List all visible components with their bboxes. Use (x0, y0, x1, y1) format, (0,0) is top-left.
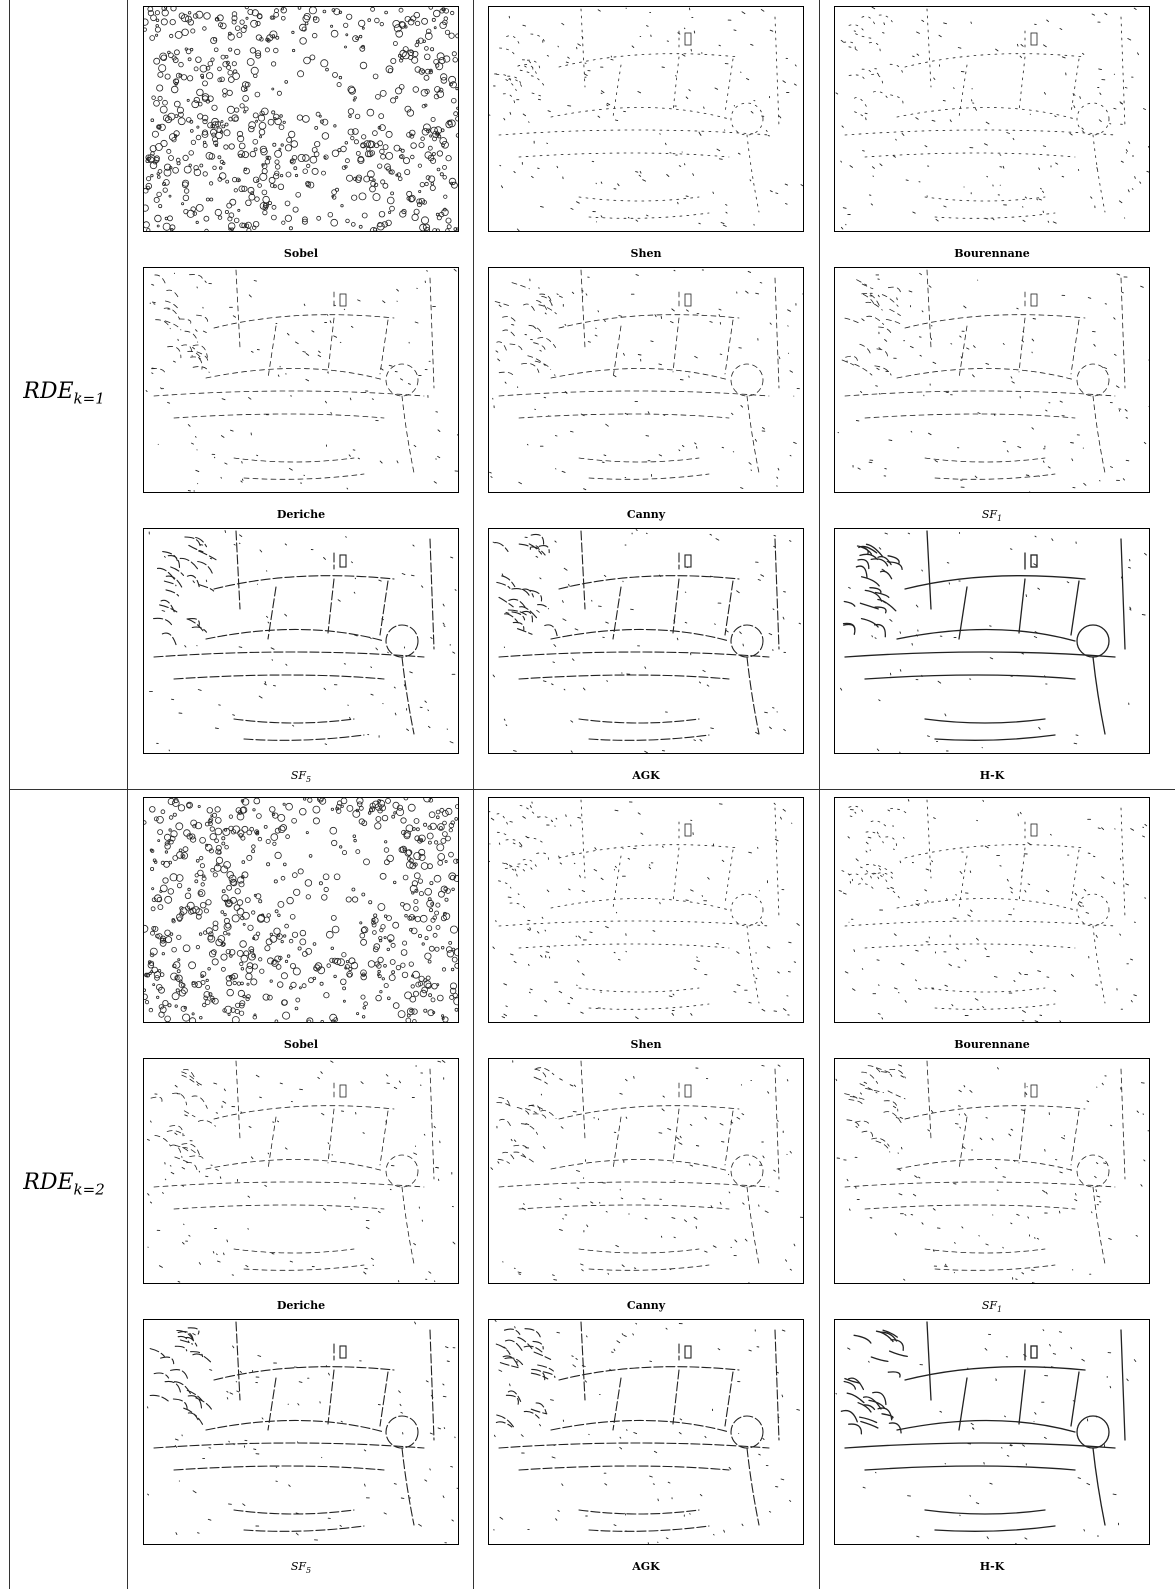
edge-map-drawing (489, 7, 803, 231)
panel-caption: Shen (630, 1038, 662, 1051)
panel-caption: Sobel (283, 1038, 319, 1051)
caption-base: SF (290, 769, 307, 782)
table-rule (9, 789, 1175, 790)
edge-map-image (834, 6, 1150, 232)
edge-map-image (143, 797, 459, 1023)
edge-map-drawing (835, 1321, 1137, 1544)
panel-caption: Shen (630, 247, 662, 260)
table-rule (127, 0, 128, 1589)
caption-subscript: 5 (306, 1566, 312, 1576)
edge-map-image (143, 1319, 459, 1545)
edge-map-image (143, 1058, 459, 1284)
panel-caption: SF1 (834, 508, 1150, 523)
table-rule (9, 0, 10, 1589)
edge-map-image (488, 6, 804, 232)
panel-caption: Bourennane (954, 247, 1030, 260)
table-rule (473, 0, 474, 1589)
edge-map-image (488, 528, 804, 754)
edge-map-drawing (835, 1060, 1149, 1283)
edge-map-image (834, 267, 1150, 493)
edge-map-drawing (835, 7, 1149, 230)
panel-caption: Canny (626, 1299, 666, 1312)
caption-subscript: 1 (997, 1305, 1003, 1315)
edge-map-drawing (838, 799, 1148, 1022)
edge-map-image (488, 267, 804, 493)
panel-caption: Canny (626, 508, 666, 521)
panel-caption: AGK (632, 1560, 660, 1573)
edge-map-drawing (146, 1321, 458, 1544)
edge-map-drawing (144, 798, 458, 1022)
edge-map-image (834, 1319, 1150, 1545)
panel-caption: H-K (979, 1560, 1005, 1573)
row-label-subscript: k=1 (73, 389, 105, 408)
edge-map-drawing (144, 7, 458, 231)
caption-base: SF (290, 1560, 307, 1573)
edge-map-drawing (492, 529, 802, 753)
row-label: RDEk=2 (0, 1170, 128, 1198)
row-label-subscript: k=2 (73, 1180, 105, 1199)
edge-map-image (834, 797, 1150, 1023)
edge-map-image (834, 528, 1150, 754)
panel-caption: Sobel (283, 247, 319, 260)
edge-map-drawing (489, 799, 800, 1020)
edge-map-drawing (840, 530, 1147, 753)
panel-caption: Deriche (276, 508, 326, 521)
panel-caption: Bourennane (954, 1038, 1030, 1051)
row-label-base: RDE (23, 379, 74, 404)
edge-map-image (143, 528, 459, 754)
panel-caption: SF5 (143, 769, 459, 784)
edge-map-drawing (146, 1060, 456, 1283)
edge-map-image (488, 797, 804, 1023)
panel-caption: Deriche (276, 1299, 326, 1312)
panel-caption: SF5 (143, 1560, 459, 1575)
caption-subscript: 5 (306, 775, 312, 785)
panel-caption: H-K (979, 769, 1005, 782)
caption-base: SF (981, 508, 998, 521)
panel-caption: SF1 (834, 1299, 1150, 1314)
caption-base: SF (981, 1299, 998, 1312)
edge-map-drawing (837, 269, 1149, 492)
caption-subscript: 1 (997, 514, 1003, 524)
row-label: RDEk=1 (0, 379, 128, 407)
edge-map-image (488, 1319, 804, 1545)
edge-map-image (834, 1058, 1150, 1284)
table-rule (819, 0, 820, 1589)
row-label-base: RDE (23, 1170, 74, 1195)
edge-map-image (488, 1058, 804, 1284)
edge-map-drawing (489, 269, 803, 491)
edge-map-image (143, 6, 459, 232)
edge-map-drawing (145, 268, 458, 492)
edge-map-image (143, 267, 459, 493)
panel-caption: AGK (632, 769, 660, 782)
edge-map-drawing (490, 1060, 803, 1283)
edge-map-drawing (493, 1320, 800, 1544)
edge-map-drawing (148, 530, 457, 752)
